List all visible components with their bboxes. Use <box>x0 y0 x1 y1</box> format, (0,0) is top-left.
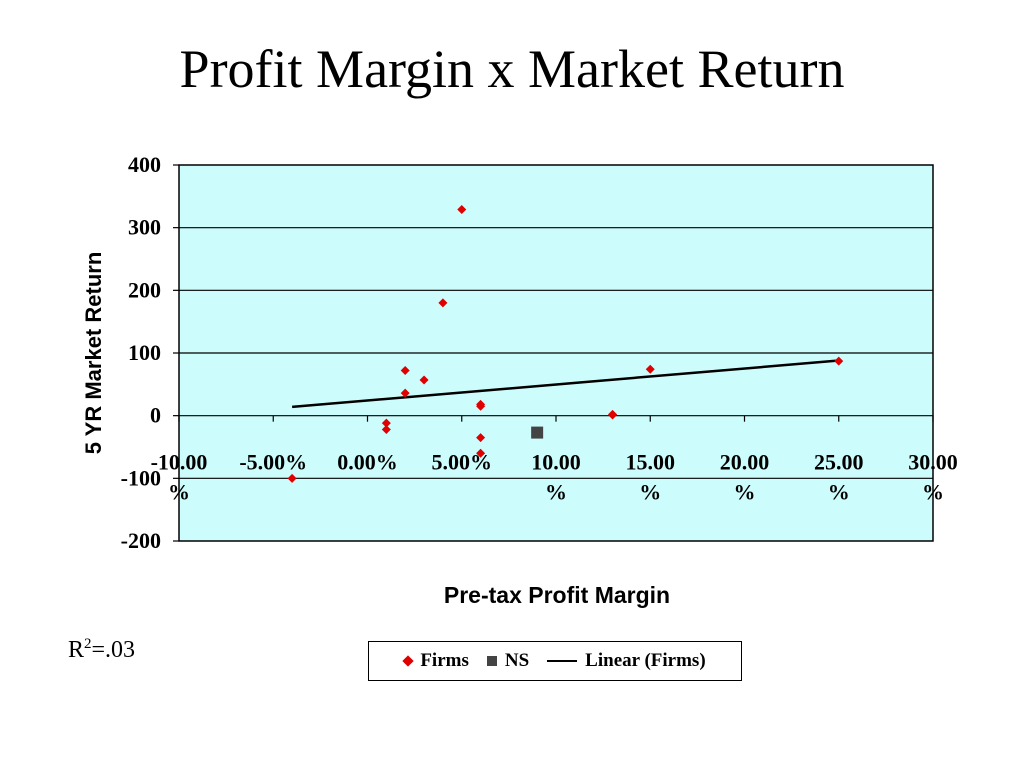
y-tick-label: 100 <box>128 340 161 365</box>
firm-point <box>400 388 410 398</box>
r2-value: =.03 <box>91 637 136 663</box>
y-tick-label: 300 <box>128 215 161 240</box>
trendline <box>291 359 839 409</box>
x-tick-label: 0.00% <box>337 450 398 475</box>
diamond-marker-icon <box>402 655 414 667</box>
firm-point <box>419 375 429 385</box>
data-points <box>287 204 844 483</box>
x-tick-label: 20.00% <box>720 450 770 505</box>
firm-point <box>834 356 844 366</box>
firm-point <box>400 366 410 376</box>
legend-label-ns: NS <box>504 650 530 671</box>
firm-point <box>645 364 655 374</box>
legend-item-ns: NS <box>486 650 530 672</box>
firm-point <box>608 410 618 420</box>
slide-title: Profit Margin x Market Return <box>179 39 845 99</box>
x-tick-label: 30.00% <box>908 450 958 505</box>
firm-point <box>381 418 391 428</box>
x-tick-label: 15.00% <box>626 450 676 505</box>
trendline-group <box>291 359 839 409</box>
firm-point <box>476 448 486 458</box>
y-tick-label: 200 <box>128 277 161 302</box>
line-marker-icon <box>547 660 578 662</box>
square-marker-icon <box>486 656 497 666</box>
y-tick-label: -100 <box>121 465 161 490</box>
y-tick-label: 0 <box>150 403 161 428</box>
firm-point <box>476 401 486 411</box>
firm-point <box>476 433 486 443</box>
y-tick-label: -200 <box>121 528 161 553</box>
r-squared-label: R2=.03 <box>68 636 135 664</box>
y-tick-labels: 400 300 200 100 0 -100 -200 <box>121 152 161 553</box>
legend-item-firms: Firms <box>402 650 469 672</box>
x-tick-label: -10.00% <box>151 450 208 505</box>
y-axis-title: 5 YR Market Return <box>81 251 106 455</box>
y-tick-label: 400 <box>128 152 161 177</box>
x-tick-label: 25.00% <box>814 450 864 505</box>
r2-exponent: 2 <box>84 636 92 652</box>
gridlines <box>173 164 934 542</box>
firm-point <box>287 473 297 483</box>
firm-point <box>438 298 448 308</box>
ns-point <box>531 426 544 439</box>
chart-legend: Firms NS Linear (Firms) <box>368 641 742 681</box>
x-axis-title: Pre-tax Profit Margin <box>443 582 671 608</box>
r2-base: R <box>68 637 85 663</box>
legend-label-linear: Linear (Firms) <box>585 650 706 671</box>
x-tick-label: -5.00% <box>239 450 307 475</box>
legend-label-firms: Firms <box>420 650 469 671</box>
firm-point <box>457 204 467 214</box>
x-tick-labels: -10.00 %-5.00% 0.00% 5.00% 10.00 %15.00 %20.00… <box>151 450 958 505</box>
x-tick-label: 10.00% <box>531 450 581 505</box>
firm-point <box>381 424 391 434</box>
legend-item-linear: Linear (Firms) <box>547 650 706 672</box>
